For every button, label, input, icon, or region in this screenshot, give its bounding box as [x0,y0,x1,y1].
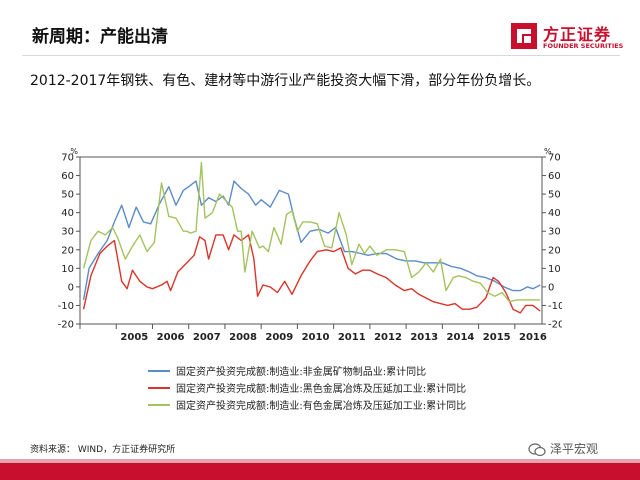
y-tick-label-left: 30 [61,227,74,238]
x-tick-label: 2013 [410,332,438,343]
plot-frame [79,156,543,325]
y-tick-label-left: 20 [61,245,74,256]
y-tick-label-right: -20 [548,320,562,331]
x-tick-label: 2009 [265,332,293,343]
watermark-text: 泽平宏观 [550,442,599,456]
x-tick-label: 2014 [447,332,475,343]
y-tick-label-left: 50 [61,190,74,201]
founder-logo-icon [511,23,537,49]
legend-swatch-green [148,404,170,406]
company-logo: 方正证券 FOUNDER SECURITIES [510,20,624,54]
y-tick-label-right: 30 [548,227,561,238]
y-tick-label-right: 40 [548,208,561,219]
legend-label-green: 固定资产投资完成额:制造业:有色金属冶炼及压延加工业:累计同比 [176,401,467,412]
logo-name-cn: 方正证券 [543,25,612,44]
y-tick-label-left: -10 [58,301,74,312]
y-tick-label-left: 0 [68,282,74,293]
y-tick-label-right: 10 [548,264,561,275]
footer-bar-light [0,459,640,463]
x-tick-label: 2011 [338,332,366,343]
line-chart: -20 -20 -10 -10 0 0 10 10 20 20 30 30 40 40 50 50 60 60 70… [58,147,562,343]
y-unit-right: % [544,147,552,156]
series-line-1 [82,234,541,314]
legend-swatch-blue [148,370,170,372]
legend-item-red: 固定资产投资完成额:制造业:黑色金属冶炼及压延加工业:累计同比 [148,379,548,396]
legend-item-green: 固定资产投资完成额:制造业:有色金属冶炼及压延加工业:累计同比 [148,396,548,413]
y-unit-left: % [70,147,78,156]
chart-legend: 固定资产投资完成额:制造业:非金属矿物制品业:累计同比 固定资产投资完成额:制造… [148,362,548,413]
legend-label-red: 固定资产投资完成额:制造业:黑色金属冶炼及压延加工业:累计同比 [176,384,467,395]
slide-subtitle: 2012-2017年钢铁、有色、建材等中游行业产能投资大幅下滑，部分年份负增长。 [30,73,541,89]
x-tick-label: 2012 [374,332,402,343]
series-line-2 [82,161,541,303]
legend-swatch-red [148,387,170,389]
y-tick-label-left: 10 [61,264,74,275]
source-note: 资料来源： WIND，方正证券研究所 [30,445,176,455]
footer-bar [0,463,640,480]
slide-title: 新周期：产能出清 [32,27,168,47]
x-tick-label: 2007 [193,332,221,343]
x-tick-label: 2008 [229,332,257,343]
y-tick-label-right: -10 [548,301,562,312]
y-tick-label-right: 20 [548,245,561,256]
logo-name-en: FOUNDER SECURITIES [543,42,624,50]
x-tick-label: 2006 [157,332,185,343]
y-tick-label-right: 0 [548,282,554,293]
y-tick-label-left: 70 [61,153,74,164]
x-tick-label: 2005 [120,332,148,343]
y-tick-label-right: 50 [548,190,561,201]
series-line-0 [82,180,541,301]
y-tick-label-left: 60 [61,171,74,182]
watermark: 泽平宏观 [528,440,598,457]
header-divider [22,55,620,56]
x-tick-label: 2015 [483,332,511,343]
legend-item-blue: 固定资产投资完成额:制造业:非金属矿物制品业:累计同比 [148,362,548,379]
legend-label-blue: 固定资产投资完成额:制造业:非金属矿物制品业:累计同比 [176,367,427,378]
y-tick-label-left: -20 [58,320,74,331]
y-tick-label-left: 40 [61,208,74,219]
y-tick-label-right: 70 [548,153,561,164]
wechat-icon [528,442,546,456]
x-tick-label: 2016 [519,332,547,343]
x-tick-label: 2010 [302,332,330,343]
y-tick-label-right: 60 [548,171,561,182]
